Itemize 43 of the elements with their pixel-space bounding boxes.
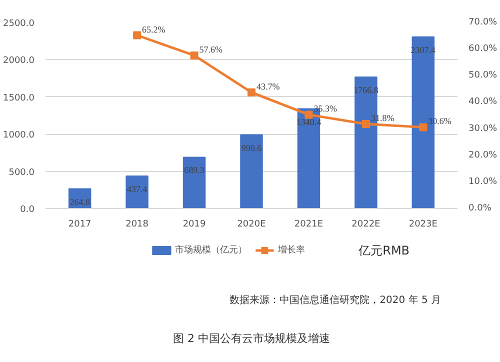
y-tick-label: 2000.0 bbox=[3, 56, 35, 66]
x-tick-label: 2018 bbox=[126, 220, 149, 230]
point bbox=[190, 51, 198, 60]
y-tick-label: 1500.0 bbox=[3, 93, 35, 104]
data-label: 35.3% bbox=[314, 104, 338, 114]
y-tick-label: 0.0 bbox=[20, 205, 35, 215]
point bbox=[304, 110, 313, 119]
point bbox=[362, 120, 370, 128]
x-tick-label: 2021E bbox=[294, 220, 324, 230]
data-label: 990.6 bbox=[241, 142, 262, 153]
text: 图 2 中国公有云市场规模及增速 bbox=[173, 332, 330, 345]
x-tick-label: 2023E bbox=[408, 220, 438, 230]
y2-tick-label: 30.0% bbox=[468, 124, 498, 134]
y2-tick-label: 60.0% bbox=[468, 44, 498, 54]
legend-label: 市场规模（亿元） bbox=[174, 244, 247, 256]
data-label: 43.7% bbox=[256, 81, 280, 92]
data-label: 264.8 bbox=[70, 196, 90, 207]
bar bbox=[182, 156, 206, 208]
y-tick-label: 2500.0 bbox=[3, 19, 35, 29]
y2-tick-label: 10.0% bbox=[468, 176, 498, 187]
data-label: 65.2% bbox=[142, 24, 166, 34]
point bbox=[133, 31, 142, 40]
point bbox=[419, 123, 428, 132]
bar bbox=[126, 175, 148, 208]
y2-tick-label: 40.0% bbox=[468, 97, 498, 108]
bar bbox=[240, 134, 263, 208]
x-tick-label: 2020E bbox=[237, 220, 266, 230]
y2-tick-label: 50.0% bbox=[468, 70, 498, 81]
text: 亿元RMB bbox=[358, 244, 410, 258]
y2-tick-label: 0.0% bbox=[468, 204, 492, 214]
source-note: 数据来源：中国信息通信研究院，2020 年 5 月 bbox=[230, 294, 442, 306]
data-label: 57.6% bbox=[199, 44, 224, 54]
y2-tick-label: 70.0% bbox=[468, 18, 498, 28]
y-tick-label: 1000.0 bbox=[3, 130, 35, 141]
x-tick-label: 2022E bbox=[352, 220, 381, 230]
legend-label: 增长率 bbox=[276, 244, 305, 256]
x-tick-label: 2017 bbox=[68, 220, 92, 230]
point bbox=[248, 88, 256, 96]
data-label: 689.3 bbox=[184, 165, 205, 176]
y-tick-label: 500.0 bbox=[8, 168, 35, 178]
data-label: 437.4 bbox=[126, 184, 148, 194]
x-tick-label: 2019 bbox=[182, 220, 206, 230]
y2-tick-label: 20.0% bbox=[468, 150, 498, 160]
